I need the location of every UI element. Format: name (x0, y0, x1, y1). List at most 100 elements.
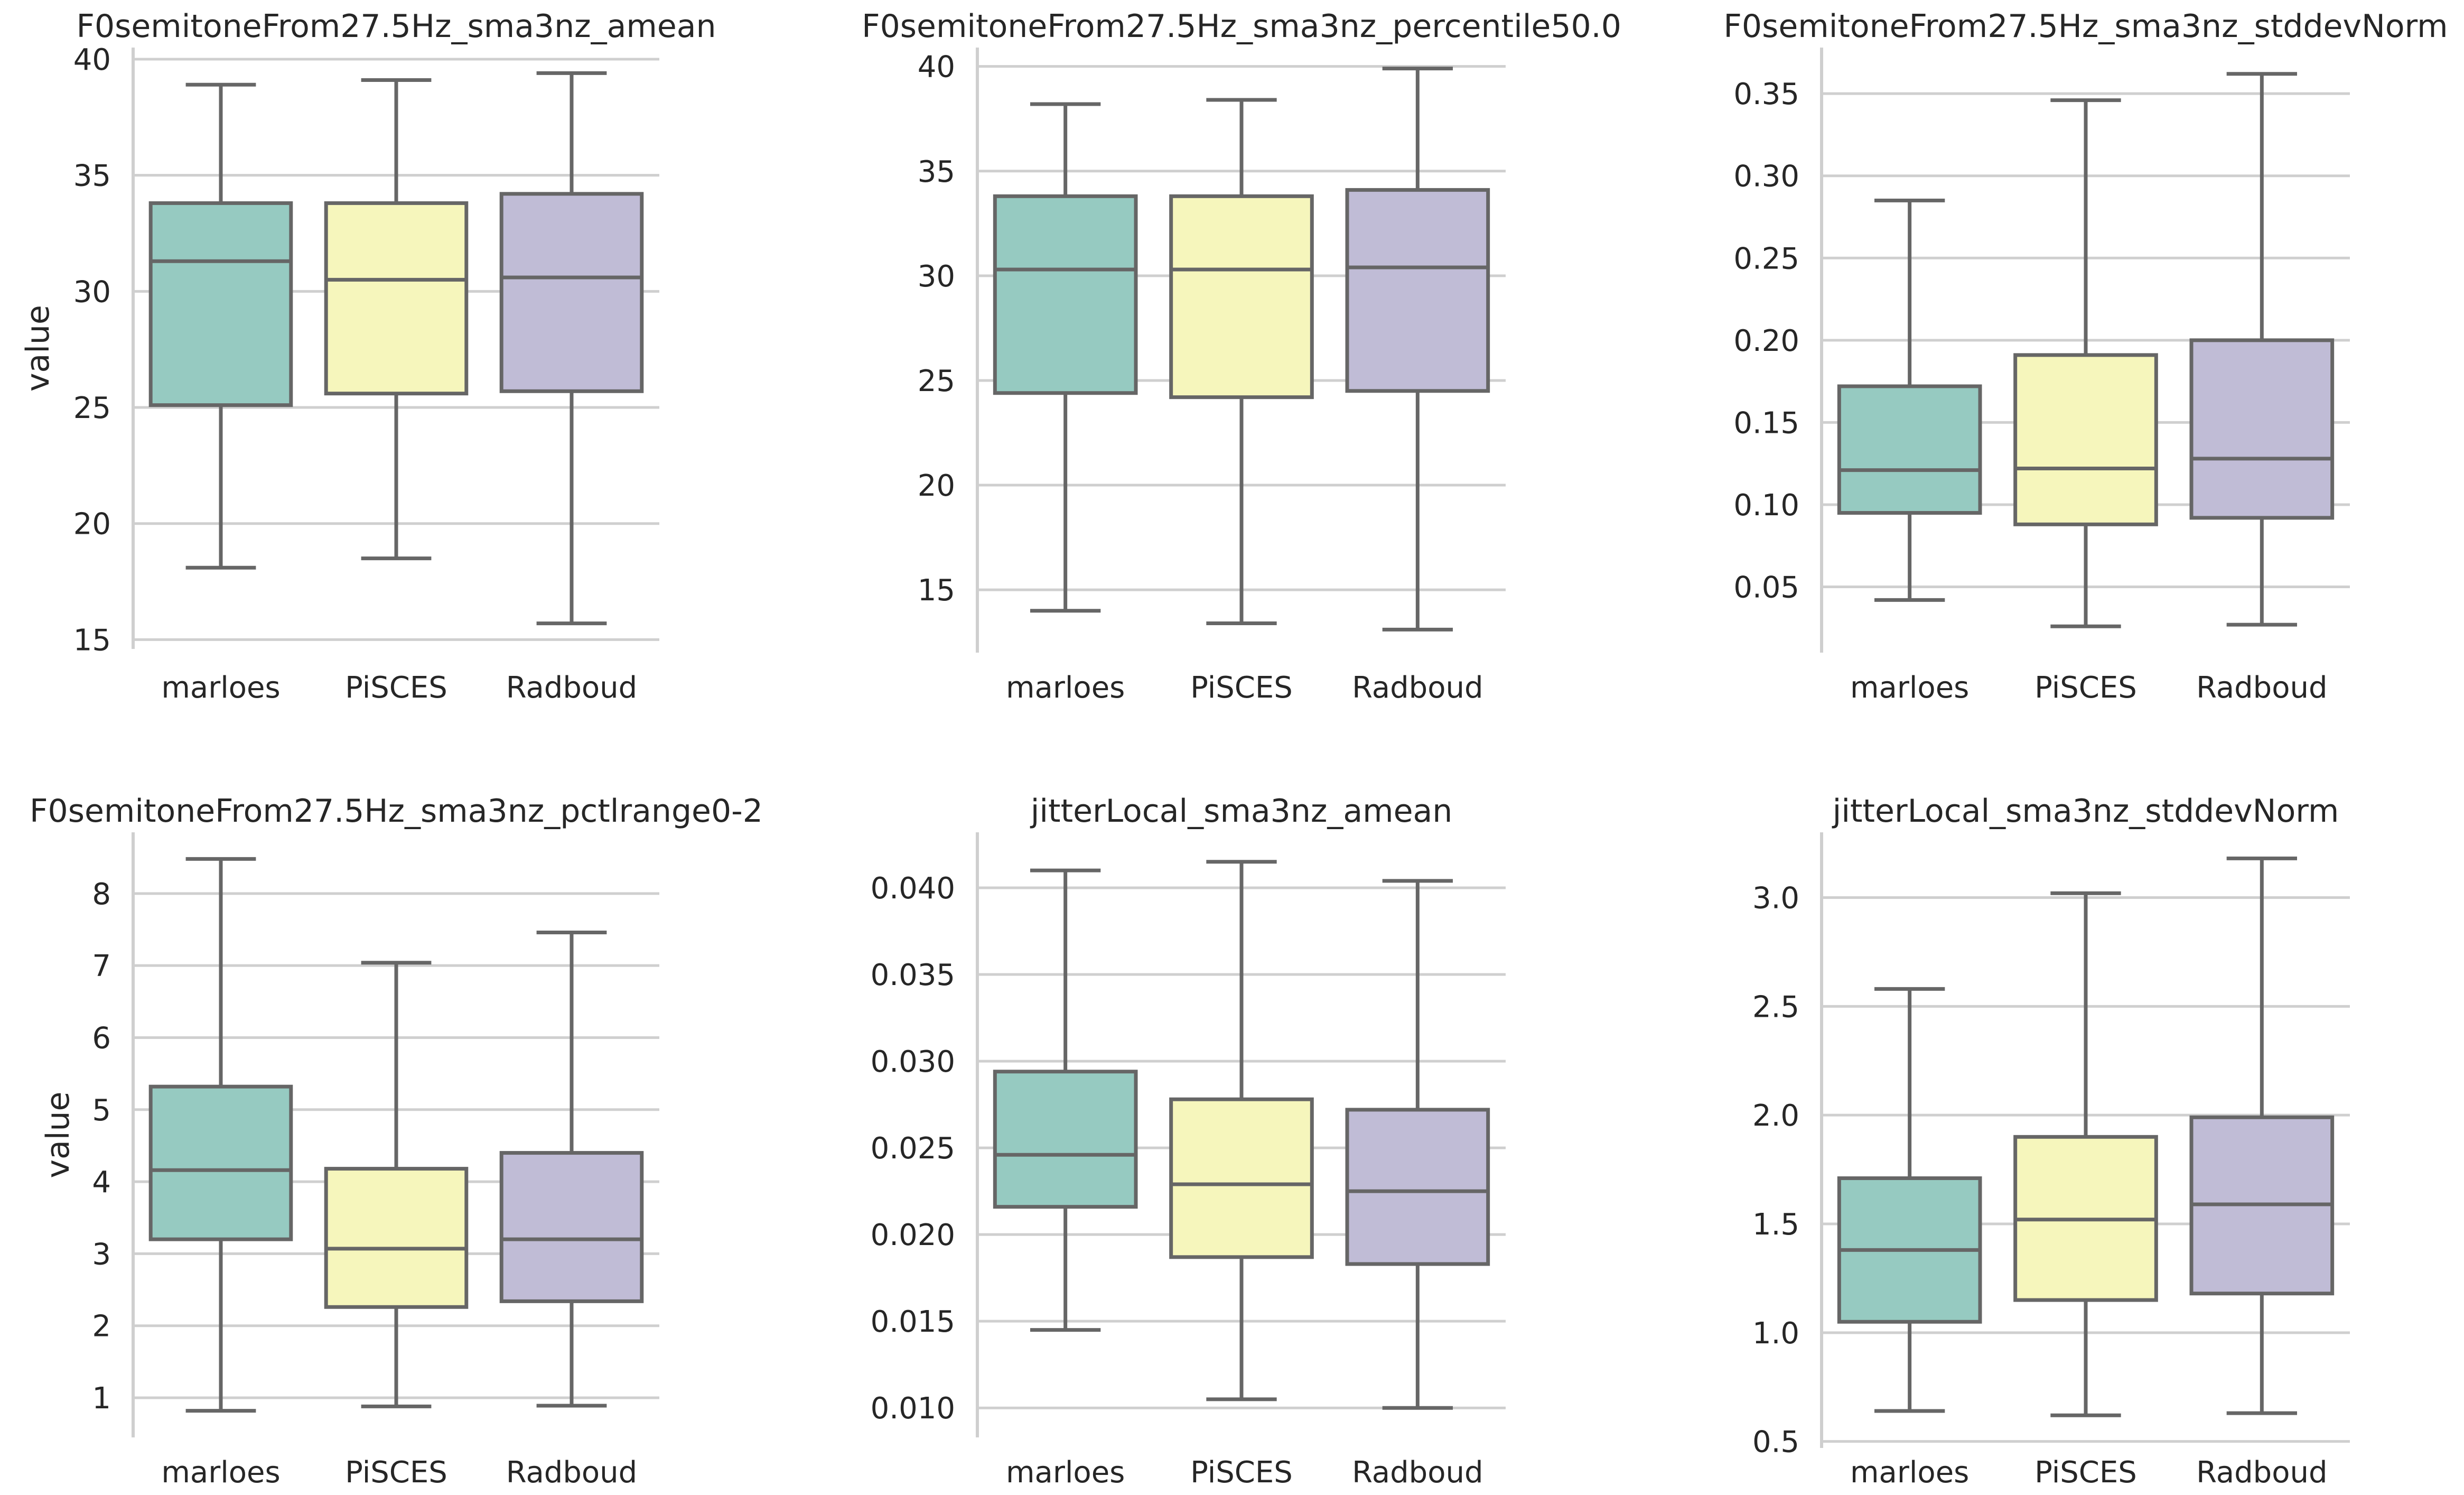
chart-title: F0semitoneFrom27.5Hz_sma3nz_percentile50… (862, 8, 1621, 45)
y-tick-label: 7 (92, 949, 111, 983)
x-tick-label: PiSCES (1190, 671, 1293, 705)
iqr-box (499, 1151, 644, 1303)
iqr-box (324, 201, 469, 396)
x-tick-label: Radboud (1352, 1455, 1483, 1490)
y-tick-label: 0.25 (1733, 242, 1799, 276)
y-tick-label: 3.0 (1752, 881, 1799, 915)
y-tick-label: 40 (73, 43, 111, 77)
chart-title: jitterLocal_sma3nz_stddevNorm (1832, 793, 2339, 830)
chart-title: F0semitoneFrom27.5Hz_sma3nz_amean (76, 8, 716, 45)
x-tick-label: Radboud (506, 671, 637, 705)
box-Radboud (1345, 879, 1490, 1410)
y-tick-label: 20 (73, 507, 111, 542)
box-PiSCES (1169, 860, 1314, 1401)
box-PiSCES (324, 78, 469, 561)
box-marloes (1837, 987, 1982, 1413)
box-PiSCES (2013, 891, 2158, 1417)
x-tick-label: PiSCES (345, 671, 447, 705)
y-tick-label: 0.040 (871, 871, 955, 906)
chart-panel-4: 1 2 3 4 5 6 7 8 F0semitoneFrom27.5Hz_sma3nz_pctl… (30, 793, 763, 1490)
y-tick-label: 2.5 (1752, 990, 1799, 1024)
iqr-box (2013, 353, 2158, 526)
box-marloes (148, 82, 293, 570)
iqr-box (2189, 338, 2335, 520)
y-tick-label: 0.035 (871, 958, 955, 992)
y-tick-label: 35 (918, 155, 955, 189)
y-axis-label: value (20, 305, 57, 392)
x-tick-label: PiSCES (2034, 671, 2137, 705)
box-PiSCES (1169, 98, 1314, 626)
x-tick-label: marloes (1850, 1455, 1969, 1490)
y-tick-label: 25 (73, 391, 111, 425)
y-tick-label: 30 (73, 275, 111, 309)
y-tick-label: 25 (918, 364, 955, 398)
y-tick-label: 0.5 (1752, 1425, 1799, 1460)
iqr-box (324, 1167, 469, 1309)
x-tick-label: PiSCES (345, 1455, 447, 1490)
y-tick-label: 1 (92, 1381, 111, 1416)
box-Radboud (1345, 67, 1490, 632)
y-tick-label: 2.0 (1752, 1099, 1799, 1133)
iqr-box (1169, 1097, 1314, 1259)
x-tick-label: marloes (1006, 1455, 1125, 1490)
chart-title: F0semitoneFrom27.5Hz_sma3nz_pctlrange0-2 (30, 793, 763, 830)
iqr-box (1837, 384, 1982, 515)
y-tick-label: 0.05 (1733, 571, 1799, 605)
iqr-box (499, 192, 644, 393)
chart-panel-6: 0.5 1.0 1.5 2.0 2.5 3.0 jitterLocal_sma3nz_std… (1752, 793, 2350, 1490)
y-tick-label: 0.15 (1733, 406, 1799, 440)
iqr-box (1345, 1108, 1490, 1266)
box-Radboud (499, 71, 644, 626)
box-marloes (993, 868, 1138, 1332)
x-tick-label: Radboud (2196, 671, 2327, 705)
y-tick-label: 15 (73, 623, 111, 657)
x-tick-label: Radboud (506, 1455, 637, 1490)
x-tick-label: marloes (161, 671, 280, 705)
y-tick-label: 0.30 (1733, 160, 1799, 194)
y-tick-label: 0.030 (871, 1045, 955, 1079)
chart-panel-2: 15 20 25 30 35 40 F0semitoneFrom27.5Hz_sma3nz_… (862, 8, 1621, 705)
y-tick-label: 0.20 (1733, 324, 1799, 358)
y-tick-label: 0.025 (871, 1131, 955, 1166)
y-tick-label: 35 (73, 159, 111, 193)
y-tick-label: 0.35 (1733, 77, 1799, 112)
y-tick-label: 20 (918, 469, 955, 503)
box-PiSCES (2013, 98, 2158, 628)
y-axis-label: value (40, 1092, 77, 1178)
y-tick-label: 15 (918, 573, 955, 608)
y-tick-label: 40 (918, 50, 955, 85)
iqr-box (148, 201, 293, 407)
y-tick-label: 0.020 (871, 1218, 955, 1252)
x-tick-label: Radboud (1352, 671, 1483, 705)
y-tick-label: 3 (92, 1237, 111, 1271)
chart-panel-3: 0.05 0.10 0.15 0.20 0.25 0.30 0.35 F0semitoneFr… (1723, 8, 2448, 705)
y-tick-label: 30 (918, 259, 955, 294)
x-tick-label: PiSCES (1190, 1455, 1293, 1490)
y-tick-label: 4 (92, 1165, 111, 1200)
y-tick-label: 1.0 (1752, 1316, 1799, 1351)
chart-title: jitterLocal_sma3nz_amean (1030, 793, 1453, 830)
box-Radboud (499, 930, 644, 1408)
chart-title: F0semitoneFrom27.5Hz_sma3nz_stddevNorm (1723, 8, 2448, 45)
y-tick-label: 8 (92, 877, 111, 912)
y-tick-label: 1.5 (1752, 1208, 1799, 1242)
y-tick-label: 6 (92, 1021, 111, 1055)
iqr-box (1345, 188, 1490, 393)
y-tick-label: 0.10 (1733, 488, 1799, 523)
chart-panel-5: 0.010 0.015 0.020 0.025 0.030 0.035 0.040 jitte… (871, 793, 1506, 1490)
box-marloes (148, 857, 293, 1413)
y-tick-label: 0.015 (871, 1305, 955, 1339)
x-tick-label: Radboud (2196, 1455, 2327, 1490)
y-tick-label: 0.010 (871, 1391, 955, 1426)
box-Radboud (2189, 856, 2335, 1415)
y-tick-label: 5 (92, 1093, 111, 1128)
x-tick-label: marloes (1850, 671, 1969, 705)
iqr-box (993, 194, 1138, 395)
iqr-box (1169, 194, 1314, 400)
chart-panel-1: 15 20 25 30 35 40F0semitoneFrom27.5Hz_sma3nz_… (20, 8, 716, 705)
y-tick-label: 2 (92, 1310, 111, 1344)
iqr-box (148, 1084, 293, 1241)
box-Radboud (2189, 72, 2335, 627)
iqr-box (993, 1070, 1138, 1209)
